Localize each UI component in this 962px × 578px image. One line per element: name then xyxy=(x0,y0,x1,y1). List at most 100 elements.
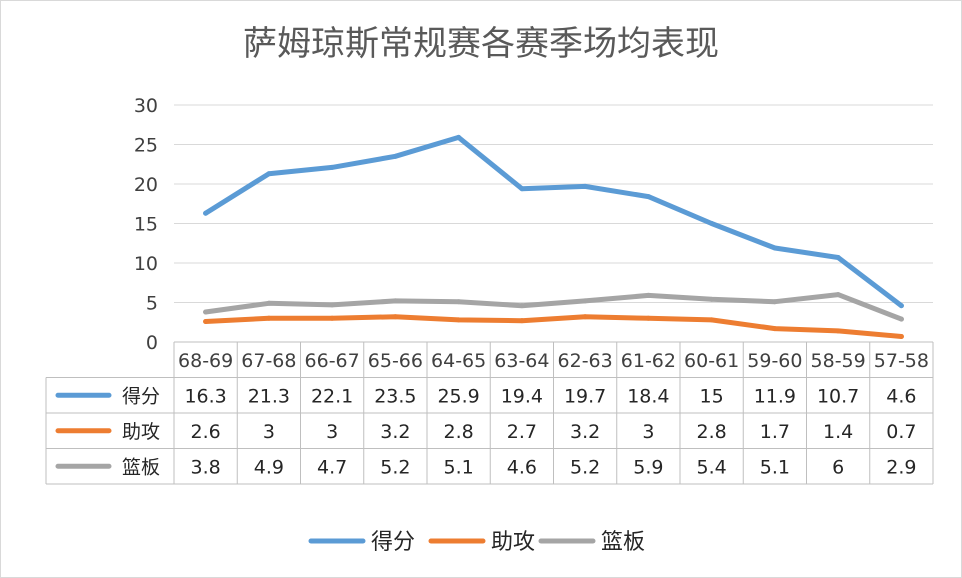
data-point xyxy=(392,314,398,320)
data-cell: 15 xyxy=(700,385,724,407)
data-cell: 3 xyxy=(326,421,338,443)
legend: 得分 助攻 篮板 xyxy=(308,530,645,555)
y-tick-label: 0 xyxy=(146,332,158,354)
series-line xyxy=(203,292,904,322)
table-series-name: 助攻 xyxy=(122,421,160,443)
data-point xyxy=(519,318,525,324)
category-label: 63-64 xyxy=(494,350,549,372)
data-cell: 23.5 xyxy=(374,385,416,407)
data-cell: 4.9 xyxy=(254,456,284,478)
data-cell: 18.4 xyxy=(627,385,669,407)
data-table: 68-69 67-68 66-67 65-66 64-65 63-64 62-63 61-62… xyxy=(45,341,934,485)
data-point xyxy=(266,171,272,177)
data-cell: 4.7 xyxy=(317,456,347,478)
category-label: 62-63 xyxy=(558,350,613,372)
category-label: 66-67 xyxy=(305,350,360,372)
y-tick-label: 5 xyxy=(146,293,158,315)
data-point xyxy=(203,210,209,216)
data-point xyxy=(645,292,651,298)
data-point xyxy=(835,254,841,260)
data-cell: 5.1 xyxy=(760,456,790,478)
data-cell: 21.3 xyxy=(248,385,290,407)
y-tick-label: 10 xyxy=(134,253,158,275)
data-cell: 3.8 xyxy=(191,456,221,478)
data-cell: 2.8 xyxy=(444,421,474,443)
y-tick-label: 15 xyxy=(134,214,158,236)
series-line xyxy=(203,314,904,339)
data-point xyxy=(392,153,398,159)
data-cell: 3.2 xyxy=(380,421,410,443)
legend-label: 得分 xyxy=(371,530,415,555)
data-point xyxy=(392,298,398,304)
data-cell: 16.3 xyxy=(184,385,226,407)
data-cell: 0.7 xyxy=(886,421,916,443)
data-cell: 5.2 xyxy=(380,456,410,478)
data-cell: 1.7 xyxy=(760,421,790,443)
category-label: 60-61 xyxy=(684,350,739,372)
data-cell: 2.8 xyxy=(697,421,727,443)
gridlines xyxy=(174,104,933,343)
chart-title: 萨姆琼斯常规赛各赛季场均表现 xyxy=(243,24,719,64)
data-cell: 19.4 xyxy=(501,385,543,407)
data-point xyxy=(582,183,588,189)
data-cell: 1.4 xyxy=(823,421,853,443)
data-point xyxy=(898,333,904,339)
data-point xyxy=(456,299,462,305)
y-tick-label: 25 xyxy=(134,135,158,157)
data-point xyxy=(519,186,525,192)
data-point xyxy=(266,300,272,306)
data-point xyxy=(898,303,904,309)
data-cell: 5.1 xyxy=(444,456,474,478)
data-point xyxy=(772,326,778,332)
data-point xyxy=(835,292,841,298)
table-series-name: 得分 xyxy=(122,385,160,407)
data-cell: 19.7 xyxy=(564,385,606,407)
category-label: 68-69 xyxy=(178,350,233,372)
data-cell: 10.7 xyxy=(817,385,859,407)
data-cell: 4.6 xyxy=(507,456,537,478)
data-cell: 2.6 xyxy=(191,421,221,443)
series-lines xyxy=(203,134,904,339)
category-label: 57-58 xyxy=(874,350,929,372)
data-cell: 3.2 xyxy=(570,421,600,443)
data-cell: 5.9 xyxy=(633,456,663,478)
data-cell: 11.9 xyxy=(754,385,796,407)
data-cell: 2.7 xyxy=(507,421,537,443)
table-series-name: 篮板 xyxy=(122,456,160,478)
data-point xyxy=(709,221,715,226)
legend-label: 篮板 xyxy=(601,530,645,555)
data-point xyxy=(456,134,462,140)
data-cell: 22.1 xyxy=(311,385,353,407)
category-label: 59-60 xyxy=(747,350,802,372)
data-cell: 3 xyxy=(263,421,275,443)
legend-label: 助攻 xyxy=(491,530,535,555)
y-tick-label: 30 xyxy=(134,95,158,117)
data-point xyxy=(709,296,715,302)
data-point xyxy=(645,315,651,321)
data-point xyxy=(456,317,462,323)
data-point xyxy=(772,245,778,251)
data-point xyxy=(645,194,651,200)
data-point xyxy=(203,318,209,324)
data-cell: 5.4 xyxy=(697,456,727,478)
data-point xyxy=(519,303,525,309)
category-label: 58-59 xyxy=(811,350,866,372)
data-point xyxy=(329,302,335,308)
category-label: 65-66 xyxy=(368,350,423,372)
data-cell: 3 xyxy=(642,421,654,443)
category-label: 64-65 xyxy=(431,350,486,372)
data-cell: 2.9 xyxy=(886,456,916,478)
category-label: 67-68 xyxy=(241,350,296,372)
data-point xyxy=(329,164,335,170)
category-label: 61-62 xyxy=(621,350,676,372)
data-point xyxy=(898,316,904,322)
data-point xyxy=(835,328,841,334)
data-cell: 4.6 xyxy=(886,385,916,407)
data-cell: 25.9 xyxy=(437,385,479,407)
data-point xyxy=(582,314,588,320)
series-line xyxy=(203,134,904,309)
data-point xyxy=(203,309,209,315)
data-point xyxy=(329,315,335,321)
